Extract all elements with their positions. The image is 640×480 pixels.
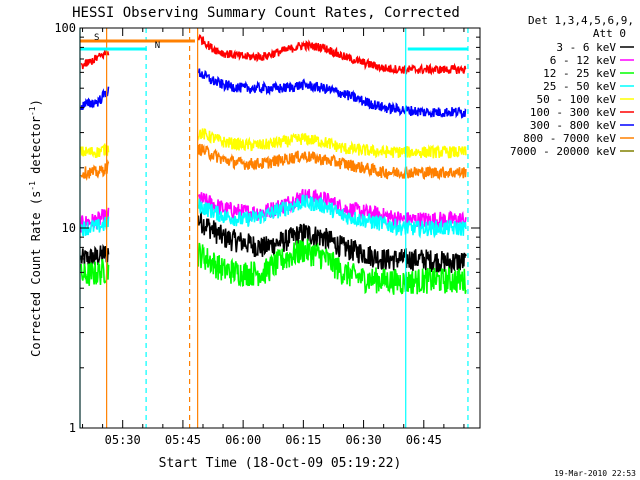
y-tick-label-0: 1 xyxy=(69,421,76,435)
legend-attenuator: Att 0 xyxy=(593,27,626,40)
y-axis-label-sup2: -1 xyxy=(28,106,37,116)
series-line-5 xyxy=(80,33,467,76)
y-axis-label-end: ) xyxy=(29,99,43,106)
x-axis-label: Start Time (18-Oct-09 05:19:22) xyxy=(159,456,402,471)
y-tick-label-2: 100 xyxy=(54,21,76,35)
legend-entry-2: 12 - 25 keV xyxy=(543,67,616,80)
series-line-6 xyxy=(80,68,467,120)
series-line-2 xyxy=(80,238,467,295)
legend-entry-4: 50 - 100 keV xyxy=(537,93,617,106)
x-tick-label-0: 05:30 xyxy=(105,433,141,447)
x-tick-label-2: 06:00 xyxy=(225,433,261,447)
x-tick-label-1: 05:45 xyxy=(165,433,201,447)
y-axis-label-mid: detector xyxy=(29,116,43,181)
x-tick-label-3: 06:15 xyxy=(285,433,321,447)
series-line-3 xyxy=(80,194,467,239)
legend-entry-6: 300 - 800 keV xyxy=(530,119,616,132)
y-axis-label-sup1: -1 xyxy=(28,181,37,191)
legend-entry-1: 6 - 12 keV xyxy=(550,54,617,67)
flag-label-s: S xyxy=(94,33,99,43)
y-tick-label-1: 10 xyxy=(62,221,76,235)
generation-timestamp: 19-Mar-2010 22:53 xyxy=(554,469,636,478)
axes: 05:30 05:45 06:00 06:15 06:30 06:45 1 10 100 xyxy=(54,21,481,447)
legend-title: Det 1,3,4,5,6,9, xyxy=(528,14,634,27)
legend-entry-8: 7000 - 20000 keV xyxy=(510,145,616,158)
legend-entry-3: 25 - 50 keV xyxy=(543,80,616,93)
series-line-7 xyxy=(80,143,467,181)
x-tick-label-5: 06:45 xyxy=(406,433,442,447)
legend-entry-0: 3 - 6 keV xyxy=(556,41,616,54)
flag-label-n: N xyxy=(155,41,160,51)
chart-title: HESSI Observing Summary Count Rates, Cor… xyxy=(72,5,460,21)
legend-entry-5: 100 - 300 keV xyxy=(530,106,616,119)
legend-entry-7: 800 - 7000 keV xyxy=(523,132,616,145)
x-tick-label-4: 06:30 xyxy=(346,433,382,447)
series-line-0 xyxy=(80,211,467,273)
y-axis-label: Corrected Count Rate (s-1 detector-1) xyxy=(28,99,43,357)
y-axis-label-main: Corrected Count Rate (s xyxy=(29,191,43,357)
plot-area: SN xyxy=(79,28,469,428)
series-line-4 xyxy=(80,128,467,159)
